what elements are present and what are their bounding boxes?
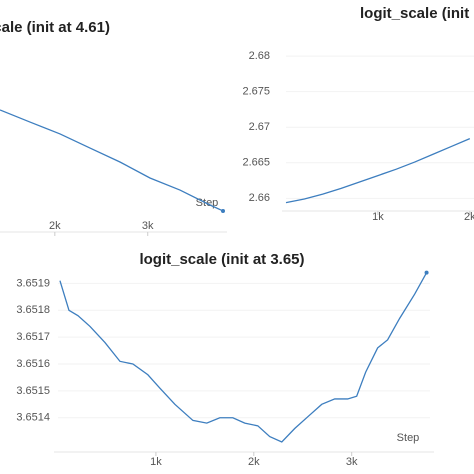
- y-tick-label: 3.6518: [16, 304, 50, 316]
- x-tick-label: 2k: [464, 211, 474, 223]
- x-tick-label: 1k: [372, 211, 384, 223]
- y-tick-label: 3.6514: [16, 412, 50, 424]
- x-tick-label: 2k: [49, 220, 61, 232]
- y-tick-label: 2.67: [249, 121, 270, 133]
- chart-title: logit_scale (init at 3.65): [139, 251, 304, 268]
- y-tick-label: 2.675: [242, 86, 270, 98]
- chart-title: scale (init at 4.61): [0, 19, 110, 36]
- end-point: [221, 208, 225, 213]
- x-tick-label: 3k: [346, 456, 358, 468]
- y-tick-label: 3.6519: [16, 277, 50, 289]
- x-tick-label: 3k: [142, 220, 154, 232]
- y-tick-label: 2.68: [249, 50, 270, 62]
- y-tick-label: 2.66: [249, 192, 270, 204]
- y-tick-label: 2.665: [242, 157, 270, 169]
- y-tick-label: 3.6516: [16, 358, 50, 370]
- y-tick-label: 3.6517: [16, 331, 50, 343]
- line: [285, 138, 471, 204]
- line: [59, 272, 428, 443]
- chart-title: logit_scale (init: [360, 5, 469, 22]
- y-tick-label: 3.6515: [16, 385, 50, 397]
- x-tick-label: 2k: [248, 456, 260, 468]
- chart-panel: logit_scale (init 2.66 2.665 2.67 2.675 2.68 1…: [242, 5, 474, 223]
- chart-panel: logit_scale (init at 3.65) 3.6514 3.6515 3.…: [16, 251, 434, 468]
- x-axis-label: Step: [397, 432, 420, 444]
- x-tick-label: 1k: [150, 456, 162, 468]
- end-point: [424, 270, 429, 275]
- line: [0, 109, 224, 212]
